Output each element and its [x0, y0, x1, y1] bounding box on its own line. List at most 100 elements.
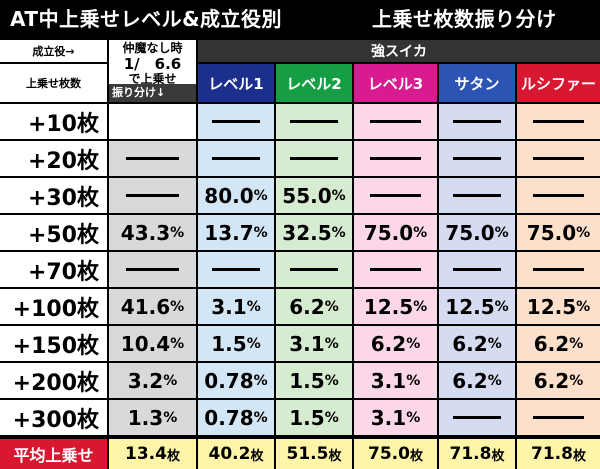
- percent-unit: %: [163, 372, 178, 389]
- value-cell: [439, 178, 515, 213]
- dash-mark: [453, 268, 501, 271]
- dash-mark: [290, 120, 338, 123]
- value: 1.5: [289, 405, 325, 430]
- value-cell: 6.2%: [354, 326, 437, 361]
- percent-unit: %: [576, 298, 591, 315]
- percent-unit: %: [331, 224, 346, 241]
- none-value-cell: [109, 252, 196, 287]
- row-label: +70枚: [0, 252, 107, 287]
- row-label-text: +70枚: [27, 259, 99, 285]
- value-cell: [198, 252, 274, 287]
- value-cell: 1.5%: [276, 400, 352, 435]
- percent-unit: %: [569, 335, 584, 352]
- value-cell: 1.5%: [276, 363, 352, 398]
- column-header-label: ルシファー: [520, 74, 596, 93]
- value-cell: [354, 141, 437, 176]
- column-header-label: サタン: [454, 74, 500, 93]
- dash-mark: [532, 268, 585, 271]
- average-unit: 枚: [409, 448, 423, 464]
- value: 12.5: [445, 294, 495, 319]
- row-label-text: +30枚: [27, 185, 99, 211]
- row-label: +50枚: [0, 215, 107, 250]
- value-cell: 0.78%: [198, 363, 274, 398]
- strong-suika-label: 強スイカ: [371, 44, 427, 60]
- value-cell: 3.1%: [198, 289, 274, 324]
- row-label-text: +150枚: [12, 333, 99, 359]
- average-unit: 枚: [572, 448, 586, 464]
- value-cell: 6.2%: [517, 326, 600, 361]
- dash-mark: [125, 194, 180, 197]
- value-cell: 12.5%: [354, 289, 437, 324]
- average-cell: 71.8 枚: [439, 439, 515, 469]
- value-cell: 6.2%: [439, 363, 515, 398]
- value-cell: 75.0%: [517, 215, 600, 250]
- value-cell: 12.5%: [439, 289, 515, 324]
- average-value: 40.2: [208, 444, 251, 464]
- row-label: +200枚: [0, 363, 107, 398]
- dash-mark: [532, 120, 585, 123]
- average-none-cell: 13.4 枚: [109, 439, 196, 469]
- value: 32.5: [282, 220, 332, 245]
- none-header-line2: 1/ 6.6: [123, 55, 182, 73]
- row-label-text: +300枚: [12, 407, 99, 433]
- row-label-text: +20枚: [27, 148, 99, 174]
- value-cell: 32.5%: [276, 215, 352, 250]
- dash-mark: [369, 157, 422, 160]
- none-header-line1: 仲魔なし時: [122, 41, 183, 55]
- row-label: +100枚: [0, 289, 107, 324]
- column-header-1: レベル1: [198, 64, 274, 102]
- value: 75.0: [363, 220, 414, 245]
- value: 6.2: [370, 331, 407, 356]
- none-value: 41.6: [120, 294, 171, 319]
- title-left: AT中上乗せレベル&成立役別: [10, 7, 283, 31]
- row-label: +300枚: [0, 400, 107, 435]
- none-header-sub: 振り分け↓: [109, 84, 196, 102]
- none-value: 43.3: [120, 220, 171, 245]
- value-cell: [439, 252, 515, 287]
- value: 0.78: [204, 368, 254, 393]
- column-header-label: レベル3: [367, 74, 424, 93]
- none-value-cell: [109, 178, 196, 213]
- value-cell: [517, 104, 600, 139]
- value: 75.0: [526, 220, 577, 245]
- role-header-label: 成立役→: [32, 45, 75, 58]
- value-cell: [439, 141, 515, 176]
- value-cell: 1.5%: [198, 326, 274, 361]
- value-cell: 6.2%: [439, 326, 515, 361]
- value-cell: 0.78%: [198, 400, 274, 435]
- percent-unit: %: [163, 409, 178, 426]
- row-label-text: +200枚: [12, 370, 99, 396]
- percent-unit: %: [170, 298, 185, 315]
- dash-mark: [369, 120, 422, 123]
- percent-unit: %: [324, 372, 339, 389]
- percent-unit: %: [253, 187, 268, 204]
- value-cell: [517, 178, 600, 213]
- value-cell: 12.5%: [517, 289, 600, 324]
- dash-mark: [369, 194, 422, 197]
- none-value-cell: 1.3%: [109, 400, 196, 435]
- value: 6.2: [452, 368, 488, 393]
- role-header: 成立役→: [0, 40, 107, 62]
- percent-unit: %: [413, 298, 428, 315]
- none-value: 1.3: [127, 405, 164, 430]
- average-value: 71.8: [531, 444, 573, 464]
- strong-suika-header: 強スイカ: [198, 40, 600, 62]
- none-value: 10.4: [120, 331, 171, 356]
- value-cell: [276, 104, 352, 139]
- dash-mark: [290, 268, 338, 271]
- column-header-label: レベル2: [286, 74, 342, 93]
- dash-mark: [212, 157, 260, 160]
- average-cell: 71.8 枚: [517, 439, 600, 469]
- value-cell: 3.1%: [276, 326, 352, 361]
- dash-mark: [125, 268, 180, 271]
- percent-unit: %: [324, 409, 339, 426]
- value-cell: [517, 400, 600, 435]
- value: 12.5: [363, 294, 414, 319]
- value: 1.5: [289, 368, 325, 393]
- title-right: 上乗せ枚数振り分け: [372, 7, 557, 31]
- average-value: 51.5: [286, 444, 329, 464]
- percent-unit: %: [406, 409, 421, 426]
- percent-unit: %: [253, 409, 268, 426]
- percent-unit: %: [406, 372, 421, 389]
- percent-unit: %: [569, 372, 584, 389]
